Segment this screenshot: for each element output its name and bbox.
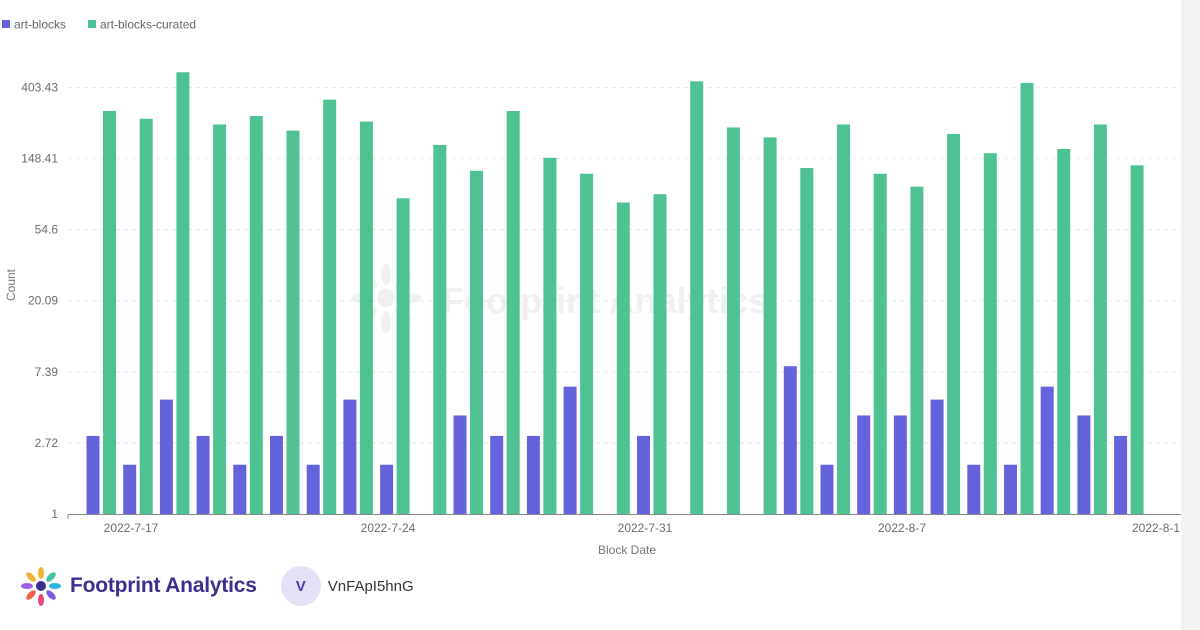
footprint-logo-icon	[21, 567, 61, 606]
bar-chart: Footprint Analytics 1 2.72 7.39 20.09 54.6 14…	[2, 18, 1181, 557]
x-axis-title: Block Date	[598, 543, 656, 557]
y-axis-title: Count	[4, 268, 18, 301]
bar-art-blocks-2022-8-10[interactable]	[1004, 464, 1017, 514]
brand[interactable]: Footprint Analytics	[18, 565, 257, 607]
bar-art-blocks-curated-2022-8-11[interactable]	[1057, 148, 1071, 514]
bar-art-blocks-curated-2022-8-12[interactable]	[1093, 124, 1107, 515]
bar-art-blocks-2022-7-20[interactable]	[233, 464, 247, 514]
bar-art-blocks-2022-8-7[interactable]	[893, 415, 907, 514]
legend-label-art-blocks-curated[interactable]: art-blocks-curated	[100, 18, 196, 32]
watermark: Footprint Analytics	[351, 263, 769, 333]
user-info[interactable]: V VnFApI5hnG	[280, 566, 414, 606]
y-tick-label: 148.41	[21, 152, 58, 166]
bar-art-blocks-2022-7-31[interactable]	[637, 435, 650, 514]
avatar: V	[280, 566, 321, 606]
y-tick-label: 2.72	[35, 436, 59, 450]
bar-art-blocks-2022-8-8[interactable]	[930, 399, 944, 514]
bar-art-blocks-curated-2022-7-30[interactable]	[616, 202, 630, 515]
bar-art-blocks-2022-8-5[interactable]	[820, 464, 834, 514]
bar-art-blocks-curated-2022-7-23[interactable]	[359, 121, 373, 514]
y-tick-label: 403.43	[21, 81, 58, 95]
bar-art-blocks-curated-2022-7-19[interactable]	[213, 124, 227, 515]
bar-art-blocks-2022-7-16[interactable]	[86, 435, 100, 514]
y-tick-label: 54.6	[35, 223, 59, 237]
bar-art-blocks-curated-2022-8-2[interactable]	[726, 127, 740, 514]
bar-art-blocks-curated-2022-7-16[interactable]	[103, 110, 116, 514]
bar-art-blocks-2022-8-9[interactable]	[967, 464, 981, 514]
bar-art-blocks-2022-8-4[interactable]	[783, 366, 797, 514]
legend-label-art-blocks[interactable]: art-blocks	[14, 18, 66, 32]
bar-art-blocks-curated-2022-7-21[interactable]	[286, 130, 300, 514]
y-tick-label: 7.39	[35, 365, 59, 379]
bar-art-blocks-2022-7-18[interactable]	[159, 399, 173, 514]
bar-art-blocks-curated-2022-7-18[interactable]	[176, 72, 190, 514]
bar-art-blocks-2022-7-17[interactable]	[123, 464, 137, 514]
bar-art-blocks-curated-2022-7-26[interactable]	[470, 170, 483, 514]
bar-art-blocks-curated-2022-7-22[interactable]	[323, 99, 337, 514]
bar-art-blocks-2022-7-24[interactable]	[380, 464, 394, 514]
legend-swatch-art-blocks-curated	[88, 20, 96, 28]
bar-art-blocks-curated-2022-8-6[interactable]	[873, 173, 887, 514]
bar-art-blocks-curated-2022-8-1[interactable]	[690, 81, 704, 515]
y-tick-label: 1	[51, 507, 58, 521]
bar-art-blocks-curated-2022-7-28[interactable]	[543, 157, 557, 515]
scrollbar[interactable]	[1181, 0, 1200, 630]
bar-art-blocks-curated-2022-7-17[interactable]	[139, 118, 153, 514]
bar-art-blocks-curated-2022-8-5[interactable]	[837, 124, 850, 515]
bar-art-blocks-curated-2022-7-27[interactable]	[506, 110, 520, 514]
brand-name: Footprint Analytics	[70, 574, 257, 597]
bar-art-blocks-2022-7-28[interactable]	[526, 435, 540, 514]
bar-art-blocks-curated-2022-7-29[interactable]	[580, 173, 594, 514]
bar-art-blocks-2022-7-19[interactable]	[196, 435, 210, 514]
x-tick-label: 2022-8-7	[878, 521, 926, 535]
bar-art-blocks-2022-8-13[interactable]	[1114, 435, 1128, 514]
bar-art-blocks-2022-8-6[interactable]	[857, 415, 871, 514]
bar-art-blocks-2022-8-11[interactable]	[1040, 386, 1054, 514]
y-tick-label: 20.09	[28, 294, 58, 308]
chart-footer: Footprint Analytics V VnFApI5hnG	[18, 564, 618, 608]
bar-art-blocks-2022-7-22[interactable]	[306, 464, 320, 514]
bar-art-blocks-curated-2022-8-3[interactable]	[763, 137, 777, 514]
bar-art-blocks-2022-7-29[interactable]	[563, 386, 577, 514]
bar-art-blocks-2022-8-12[interactable]	[1077, 415, 1091, 514]
bar-art-blocks-curated-2022-8-9[interactable]	[983, 153, 997, 514]
x-tick-label: 2022-7-31	[618, 521, 673, 535]
bar-art-blocks-2022-7-21[interactable]	[270, 435, 283, 514]
bar-art-blocks-curated-2022-8-13[interactable]	[1130, 165, 1144, 515]
bar-art-blocks-2022-7-27[interactable]	[490, 435, 504, 514]
bar-art-blocks-2022-7-23[interactable]	[343, 399, 357, 514]
legend-swatch-art-blocks	[2, 20, 10, 28]
username: VnFApI5hnG	[327, 577, 414, 595]
bar-art-blocks-curated-2022-7-25[interactable]	[433, 144, 447, 514]
bar-art-blocks-curated-2022-8-7[interactable]	[910, 186, 924, 514]
bar-art-blocks-curated-2022-8-4[interactable]	[800, 168, 814, 514]
bar-art-blocks-curated-2022-7-20[interactable]	[249, 116, 263, 514]
x-tick-label: 2022-8-1	[1132, 521, 1180, 535]
x-tick-label: 2022-7-17	[104, 521, 159, 535]
bar-art-blocks-curated-2022-7-24[interactable]	[396, 198, 410, 514]
bar-art-blocks-curated-2022-8-8[interactable]	[947, 133, 961, 515]
bar-art-blocks-curated-2022-7-31[interactable]	[653, 194, 667, 514]
x-tick-label: 2022-7-24	[361, 521, 416, 535]
bar-art-blocks-2022-7-26[interactable]	[453, 415, 467, 514]
bar-art-blocks-curated-2022-8-10[interactable]	[1020, 82, 1034, 514]
